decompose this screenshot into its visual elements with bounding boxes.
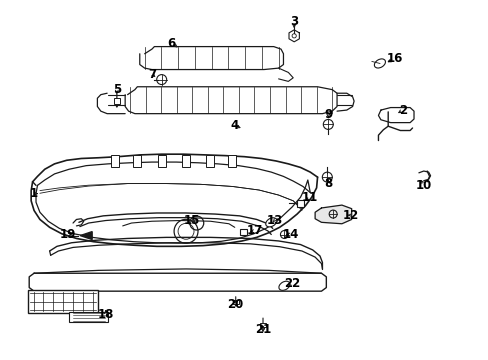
Text: 9: 9 xyxy=(324,108,332,121)
Text: 18: 18 xyxy=(97,308,114,321)
Text: 1: 1 xyxy=(30,187,38,200)
Bar xyxy=(111,155,119,167)
Polygon shape xyxy=(80,231,92,239)
Bar xyxy=(158,155,165,167)
Bar xyxy=(240,229,246,235)
Text: 13: 13 xyxy=(266,214,282,227)
Text: 20: 20 xyxy=(226,298,243,311)
Bar xyxy=(28,291,98,313)
Text: 16: 16 xyxy=(386,52,402,65)
Polygon shape xyxy=(378,108,413,123)
Polygon shape xyxy=(314,205,351,224)
Text: 22: 22 xyxy=(284,277,300,290)
Polygon shape xyxy=(140,46,283,69)
Ellipse shape xyxy=(265,218,276,227)
Text: 14: 14 xyxy=(282,228,298,241)
Text: 17: 17 xyxy=(246,224,263,238)
Bar xyxy=(69,312,108,321)
Bar xyxy=(114,98,120,104)
Bar xyxy=(206,155,214,167)
Bar xyxy=(296,200,304,207)
Text: 12: 12 xyxy=(342,209,358,222)
Text: 19: 19 xyxy=(60,228,76,241)
Text: 11: 11 xyxy=(302,191,318,204)
Text: 4: 4 xyxy=(230,119,239,132)
Polygon shape xyxy=(29,273,325,291)
Polygon shape xyxy=(288,30,299,42)
Polygon shape xyxy=(125,87,336,114)
Bar xyxy=(182,155,190,167)
Bar xyxy=(228,155,236,167)
Bar xyxy=(133,155,141,167)
Text: 5: 5 xyxy=(113,83,121,96)
Ellipse shape xyxy=(278,281,289,291)
Ellipse shape xyxy=(374,59,385,68)
Text: 10: 10 xyxy=(415,179,431,192)
Bar xyxy=(232,300,238,304)
Text: 15: 15 xyxy=(183,214,200,227)
Text: 7: 7 xyxy=(147,68,156,81)
Text: 21: 21 xyxy=(254,323,270,336)
Text: 3: 3 xyxy=(289,15,298,28)
Bar xyxy=(260,323,265,327)
Text: 8: 8 xyxy=(324,177,332,190)
Text: 2: 2 xyxy=(398,104,406,117)
Text: 6: 6 xyxy=(167,36,175,50)
